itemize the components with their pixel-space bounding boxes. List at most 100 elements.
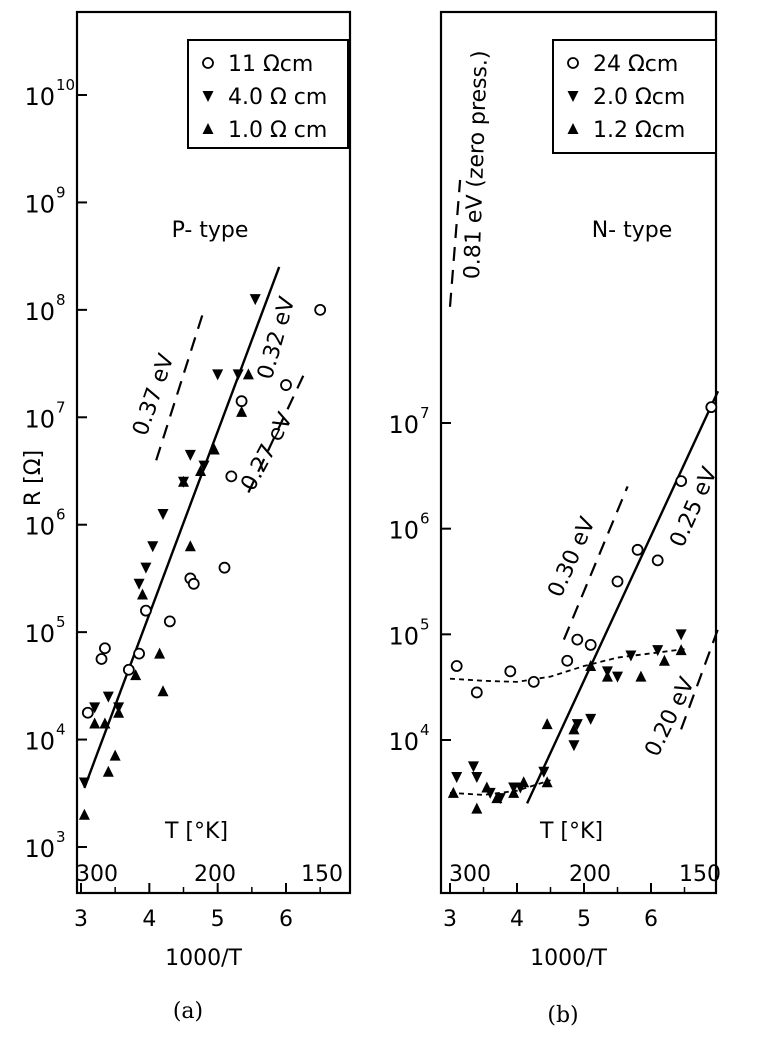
temperature-tick-label: 300	[76, 862, 118, 887]
data-point	[625, 650, 637, 662]
y-tick-label: 10 4	[24, 721, 65, 756]
data-point	[198, 460, 210, 472]
data-point	[208, 443, 220, 455]
legend-marker	[567, 91, 579, 102]
y-tick-base: 10	[388, 411, 419, 439]
data-point	[518, 776, 530, 788]
legend-box	[187, 39, 349, 149]
temperature-tick-label: 200	[194, 862, 236, 887]
legend-marker	[567, 57, 579, 69]
data-point	[157, 685, 169, 697]
y-tick-exponent: 7	[420, 404, 430, 422]
x-tick-label: 3	[74, 907, 88, 932]
fit-label: 0.27 eV	[236, 409, 298, 495]
data-point	[585, 660, 597, 672]
data-point	[133, 647, 145, 660]
legend-label: 24 Ωcm	[593, 52, 678, 77]
data-point	[571, 633, 584, 646]
fit-line	[562, 485, 629, 641]
data-point	[585, 713, 597, 725]
data-point	[481, 781, 493, 793]
data-point	[178, 475, 189, 487]
data-point	[571, 719, 583, 731]
legend-label: 1.2 Ωcm	[593, 118, 685, 143]
y-tick-base: 10	[24, 405, 55, 433]
data-point	[147, 541, 159, 553]
data-point	[140, 562, 152, 574]
data-point	[133, 578, 145, 590]
y-tick-exponent: 10	[56, 76, 75, 94]
y-tick-label: 10 9	[24, 183, 65, 218]
plot-frame	[439, 10, 718, 895]
data-point	[89, 702, 101, 714]
y-tick-base: 10	[24, 620, 55, 648]
data-point	[195, 465, 207, 476]
data-point	[611, 575, 624, 588]
y-tick-exponent: 9	[56, 183, 66, 201]
data-point	[504, 665, 517, 678]
chart-title: P- type	[172, 218, 249, 243]
y-tick-label: 10 7	[24, 398, 65, 433]
plot-frame	[75, 10, 352, 895]
data-point	[89, 717, 101, 729]
data-point	[81, 706, 94, 719]
data-point	[705, 401, 718, 414]
y-tick-exponent: 6	[420, 510, 430, 528]
data-point	[95, 653, 108, 665]
legend-label: 4.0 Ω cm	[228, 85, 327, 110]
data-point	[235, 395, 248, 408]
data-point	[78, 777, 90, 789]
data-point	[508, 786, 520, 798]
y-tick-exponent: 7	[56, 398, 66, 416]
x-axis-label: 1000/T	[530, 946, 607, 971]
y-tick-base: 10	[24, 298, 55, 326]
fit-line	[83, 266, 281, 789]
data-point	[102, 691, 114, 703]
panel-caption: (b)	[547, 1003, 578, 1028]
fit-label: 0.30 eV	[543, 514, 600, 601]
data-point	[568, 723, 580, 735]
temperature-tick-label: 200	[569, 862, 611, 887]
data-point	[122, 663, 135, 676]
panel-caption: (a)	[173, 999, 203, 1024]
data-point	[450, 660, 463, 672]
data-point	[99, 642, 111, 655]
y-tick-exponent: 4	[420, 721, 430, 739]
data-point	[212, 369, 224, 381]
legend-label: 1.0 Ω cm	[228, 118, 327, 143]
data-point	[137, 588, 148, 600]
temperature-axis-label: T [°K]	[539, 819, 603, 844]
data-point	[601, 670, 613, 682]
data-point	[631, 543, 644, 556]
data-point	[249, 294, 261, 306]
y-tick-exponent: 5	[56, 613, 66, 631]
data-point	[491, 792, 503, 804]
data-point	[584, 639, 597, 651]
data-point	[314, 303, 327, 316]
data-point	[538, 766, 550, 778]
temperature-tick-label: 300	[449, 862, 491, 887]
y-tick-label: 10 3	[24, 828, 65, 863]
x-tick-label: 5	[211, 907, 225, 932]
y-tick-exponent: 6	[56, 506, 66, 524]
x-tick-label: 3	[443, 907, 457, 932]
y-tick-label: 10 8	[24, 291, 65, 326]
temperature-axis-label: T [°K]	[164, 819, 228, 844]
y-tick-base: 10	[24, 513, 55, 541]
fit-line	[449, 779, 551, 796]
data-point	[658, 654, 670, 666]
y-tick-base: 10	[24, 728, 55, 756]
data-point	[561, 654, 574, 667]
data-point	[541, 718, 553, 730]
data-point	[651, 554, 664, 567]
fit-label: 0.32 eV	[253, 294, 300, 382]
fit-line	[155, 309, 206, 461]
x-axis-label: 1000/T	[165, 946, 242, 971]
data-point	[157, 508, 169, 520]
legend-label: 11 Ωcm	[228, 52, 313, 77]
x-tick-label: 5	[577, 907, 591, 932]
y-tick-label: 10 6	[24, 506, 65, 541]
